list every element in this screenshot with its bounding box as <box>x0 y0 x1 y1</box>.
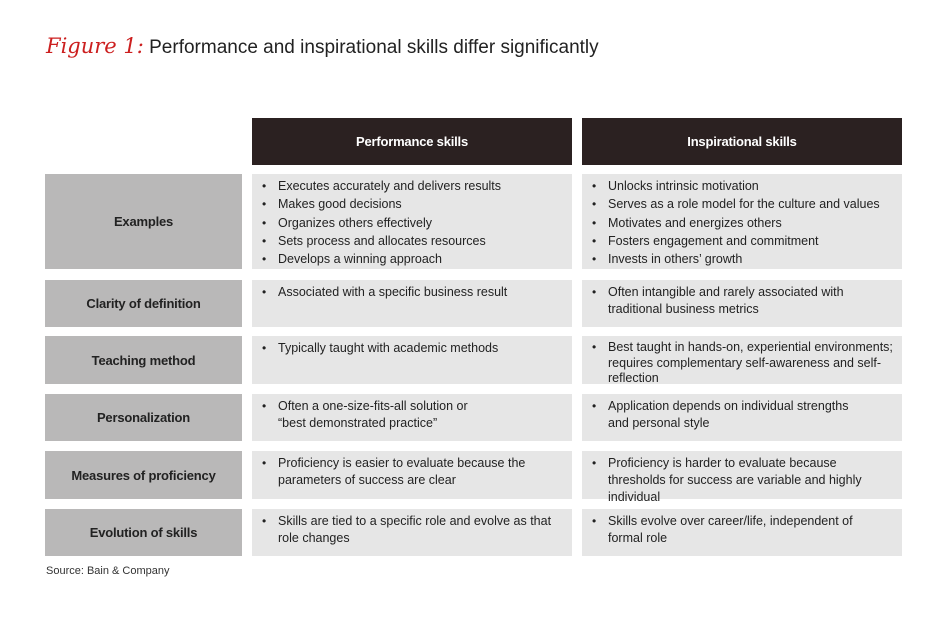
column-header-inspirational: Inspirational skills <box>582 118 902 165</box>
figure-title-text: Performance and inspirational skills dif… <box>149 37 599 58</box>
cell-examples-inspirational: Unlocks intrinsic motivation Serves as a… <box>582 174 902 269</box>
list-item: Proficiency is harder to evaluate becaus… <box>590 455 896 506</box>
row-label-teaching: Teaching method <box>45 336 242 384</box>
cell-evolution-inspirational: Skills evolve over career/life, independ… <box>582 509 902 556</box>
column-header-performance: Performance skills <box>252 118 572 165</box>
cell-evolution-performance: Skills are tied to a specific role and e… <box>252 509 572 556</box>
list-item: Proficiency is easier to evaluate becaus… <box>260 455 566 489</box>
list-item: Invests in others’ growth <box>590 251 896 268</box>
list-item: Application depends on individual streng… <box>590 398 896 432</box>
list-item: Unlocks intrinsic motivation <box>590 178 896 195</box>
bullet-list: Application depends on individual streng… <box>590 398 896 432</box>
cell-examples-performance: Executes accurately and delivers results… <box>252 174 572 269</box>
figure-title: Figure 1: Performance and inspirational … <box>46 34 599 59</box>
bullet-list: Proficiency is easier to evaluate becaus… <box>260 455 566 489</box>
bullet-list: Typically taught with academic methods <box>260 340 566 357</box>
bullet-list: Often intangible and rarely associated w… <box>590 284 896 318</box>
list-item: Often intangible and rarely associated w… <box>590 284 896 318</box>
list-item: Often a one-size-fits-all solution or “b… <box>260 398 566 432</box>
list-item: Typically taught with academic methods <box>260 340 566 357</box>
cell-personalization-inspirational: Application depends on individual streng… <box>582 394 902 441</box>
list-item: Makes good decisions <box>260 196 566 213</box>
list-item: Organizes others effectively <box>260 215 566 232</box>
row-label-examples: Examples <box>45 174 242 269</box>
cell-clarity-inspirational: Often intangible and rarely associated w… <box>582 280 902 327</box>
bullet-list: Best taught in hands-on, experiential en… <box>590 340 896 387</box>
figure-label: Figure 1: <box>46 34 144 58</box>
cell-clarity-performance: Associated with a specific business resu… <box>252 280 572 327</box>
bullet-list: Often a one-size-fits-all solution or “b… <box>260 398 566 432</box>
bullet-list: Associated with a specific business resu… <box>260 284 566 301</box>
list-item: Skills are tied to a specific role and e… <box>260 513 566 547</box>
bullet-list: Proficiency is harder to evaluate becaus… <box>590 455 896 506</box>
cell-measures-inspirational: Proficiency is harder to evaluate becaus… <box>582 451 902 504</box>
row-label-personalization: Personalization <box>45 394 242 441</box>
bullet-list: Unlocks intrinsic motivation Serves as a… <box>590 178 896 268</box>
list-item: Associated with a specific business resu… <box>260 284 566 301</box>
list-item: Motivates and energizes others <box>590 215 896 232</box>
row-label-evolution: Evolution of skills <box>45 509 242 556</box>
list-item: Develops a winning approach <box>260 251 566 268</box>
list-item: Serves as a role model for the culture a… <box>590 196 896 213</box>
cell-teaching-inspirational: Best taught in hands-on, experiential en… <box>582 336 902 387</box>
cell-teaching-performance: Typically taught with academic methods <box>252 336 572 384</box>
cell-personalization-performance: Often a one-size-fits-all solution or “b… <box>252 394 572 441</box>
cell-measures-performance: Proficiency is easier to evaluate becaus… <box>252 451 572 499</box>
bullet-list: Skills evolve over career/life, independ… <box>590 513 896 547</box>
list-item: Best taught in hands-on, experiential en… <box>590 340 896 387</box>
list-item: Skills evolve over career/life, independ… <box>590 513 896 547</box>
list-item: Sets process and allocates resources <box>260 233 566 250</box>
list-item: Fosters engagement and commitment <box>590 233 896 250</box>
list-item: Executes accurately and delivers results <box>260 178 566 195</box>
row-label-measures: Measures of proficiency <box>45 451 242 499</box>
row-label-clarity: Clarity of definition <box>45 280 242 327</box>
bullet-list: Executes accurately and delivers results… <box>260 178 566 268</box>
source-note: Source: Bain & Company <box>46 565 170 577</box>
bullet-list: Skills are tied to a specific role and e… <box>260 513 566 547</box>
